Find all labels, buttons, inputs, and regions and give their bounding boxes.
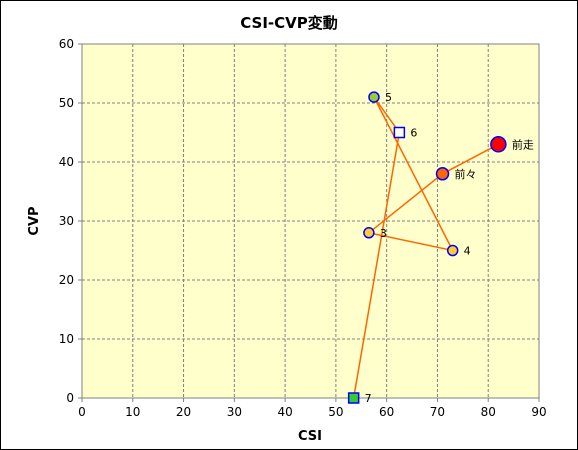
x-tick-label: 0 [78,405,86,419]
data-point-4 [446,244,459,257]
y-tick-label: 40 [59,155,74,169]
data-point-label: 3 [380,227,387,240]
data-point-7 [347,392,360,404]
y-tick-label: 30 [59,214,74,228]
x-axis-ticks: 0 10 20 30 40 50 60 70 80 90 [78,398,547,419]
x-tick-label: 30 [227,405,242,419]
plot-area [81,43,540,399]
x-tick-label: 10 [125,405,140,419]
chart-title: CSI-CVP変動 [240,14,338,32]
data-point-label: 前々 [455,167,477,181]
data-point-5 [368,91,380,103]
x-tick-label: 70 [430,405,445,419]
data-point-label: 6 [410,127,417,140]
x-tick-label: 50 [328,405,343,419]
x-axis-label: CSI [298,429,322,444]
y-tick-label: 50 [59,96,74,110]
data-point-3 [363,227,375,239]
data-points [347,91,507,404]
x-tick-label: 20 [176,405,191,419]
x-tick-label: 90 [531,405,546,419]
data-point-label: 7 [365,392,372,405]
x-tick-label: 40 [277,405,292,419]
data-point-1 [490,136,507,153]
y-tick-label: 0 [66,391,74,405]
y-tick-label: 10 [59,332,74,346]
x-tick-label: 60 [379,405,394,419]
y-tick-label: 20 [59,273,74,287]
y-axis-label: CVP [27,206,42,235]
data-point-2 [435,167,450,181]
x-tick-label: 80 [481,405,496,419]
data-point-label: 5 [385,91,392,104]
data-point-label: 4 [464,245,471,258]
y-tick-label: 60 [59,37,74,51]
y-axis-ticks: 0 10 20 30 40 50 60 [59,37,82,405]
data-point-label: 前走 [512,137,534,151]
data-point-6 [393,126,406,139]
